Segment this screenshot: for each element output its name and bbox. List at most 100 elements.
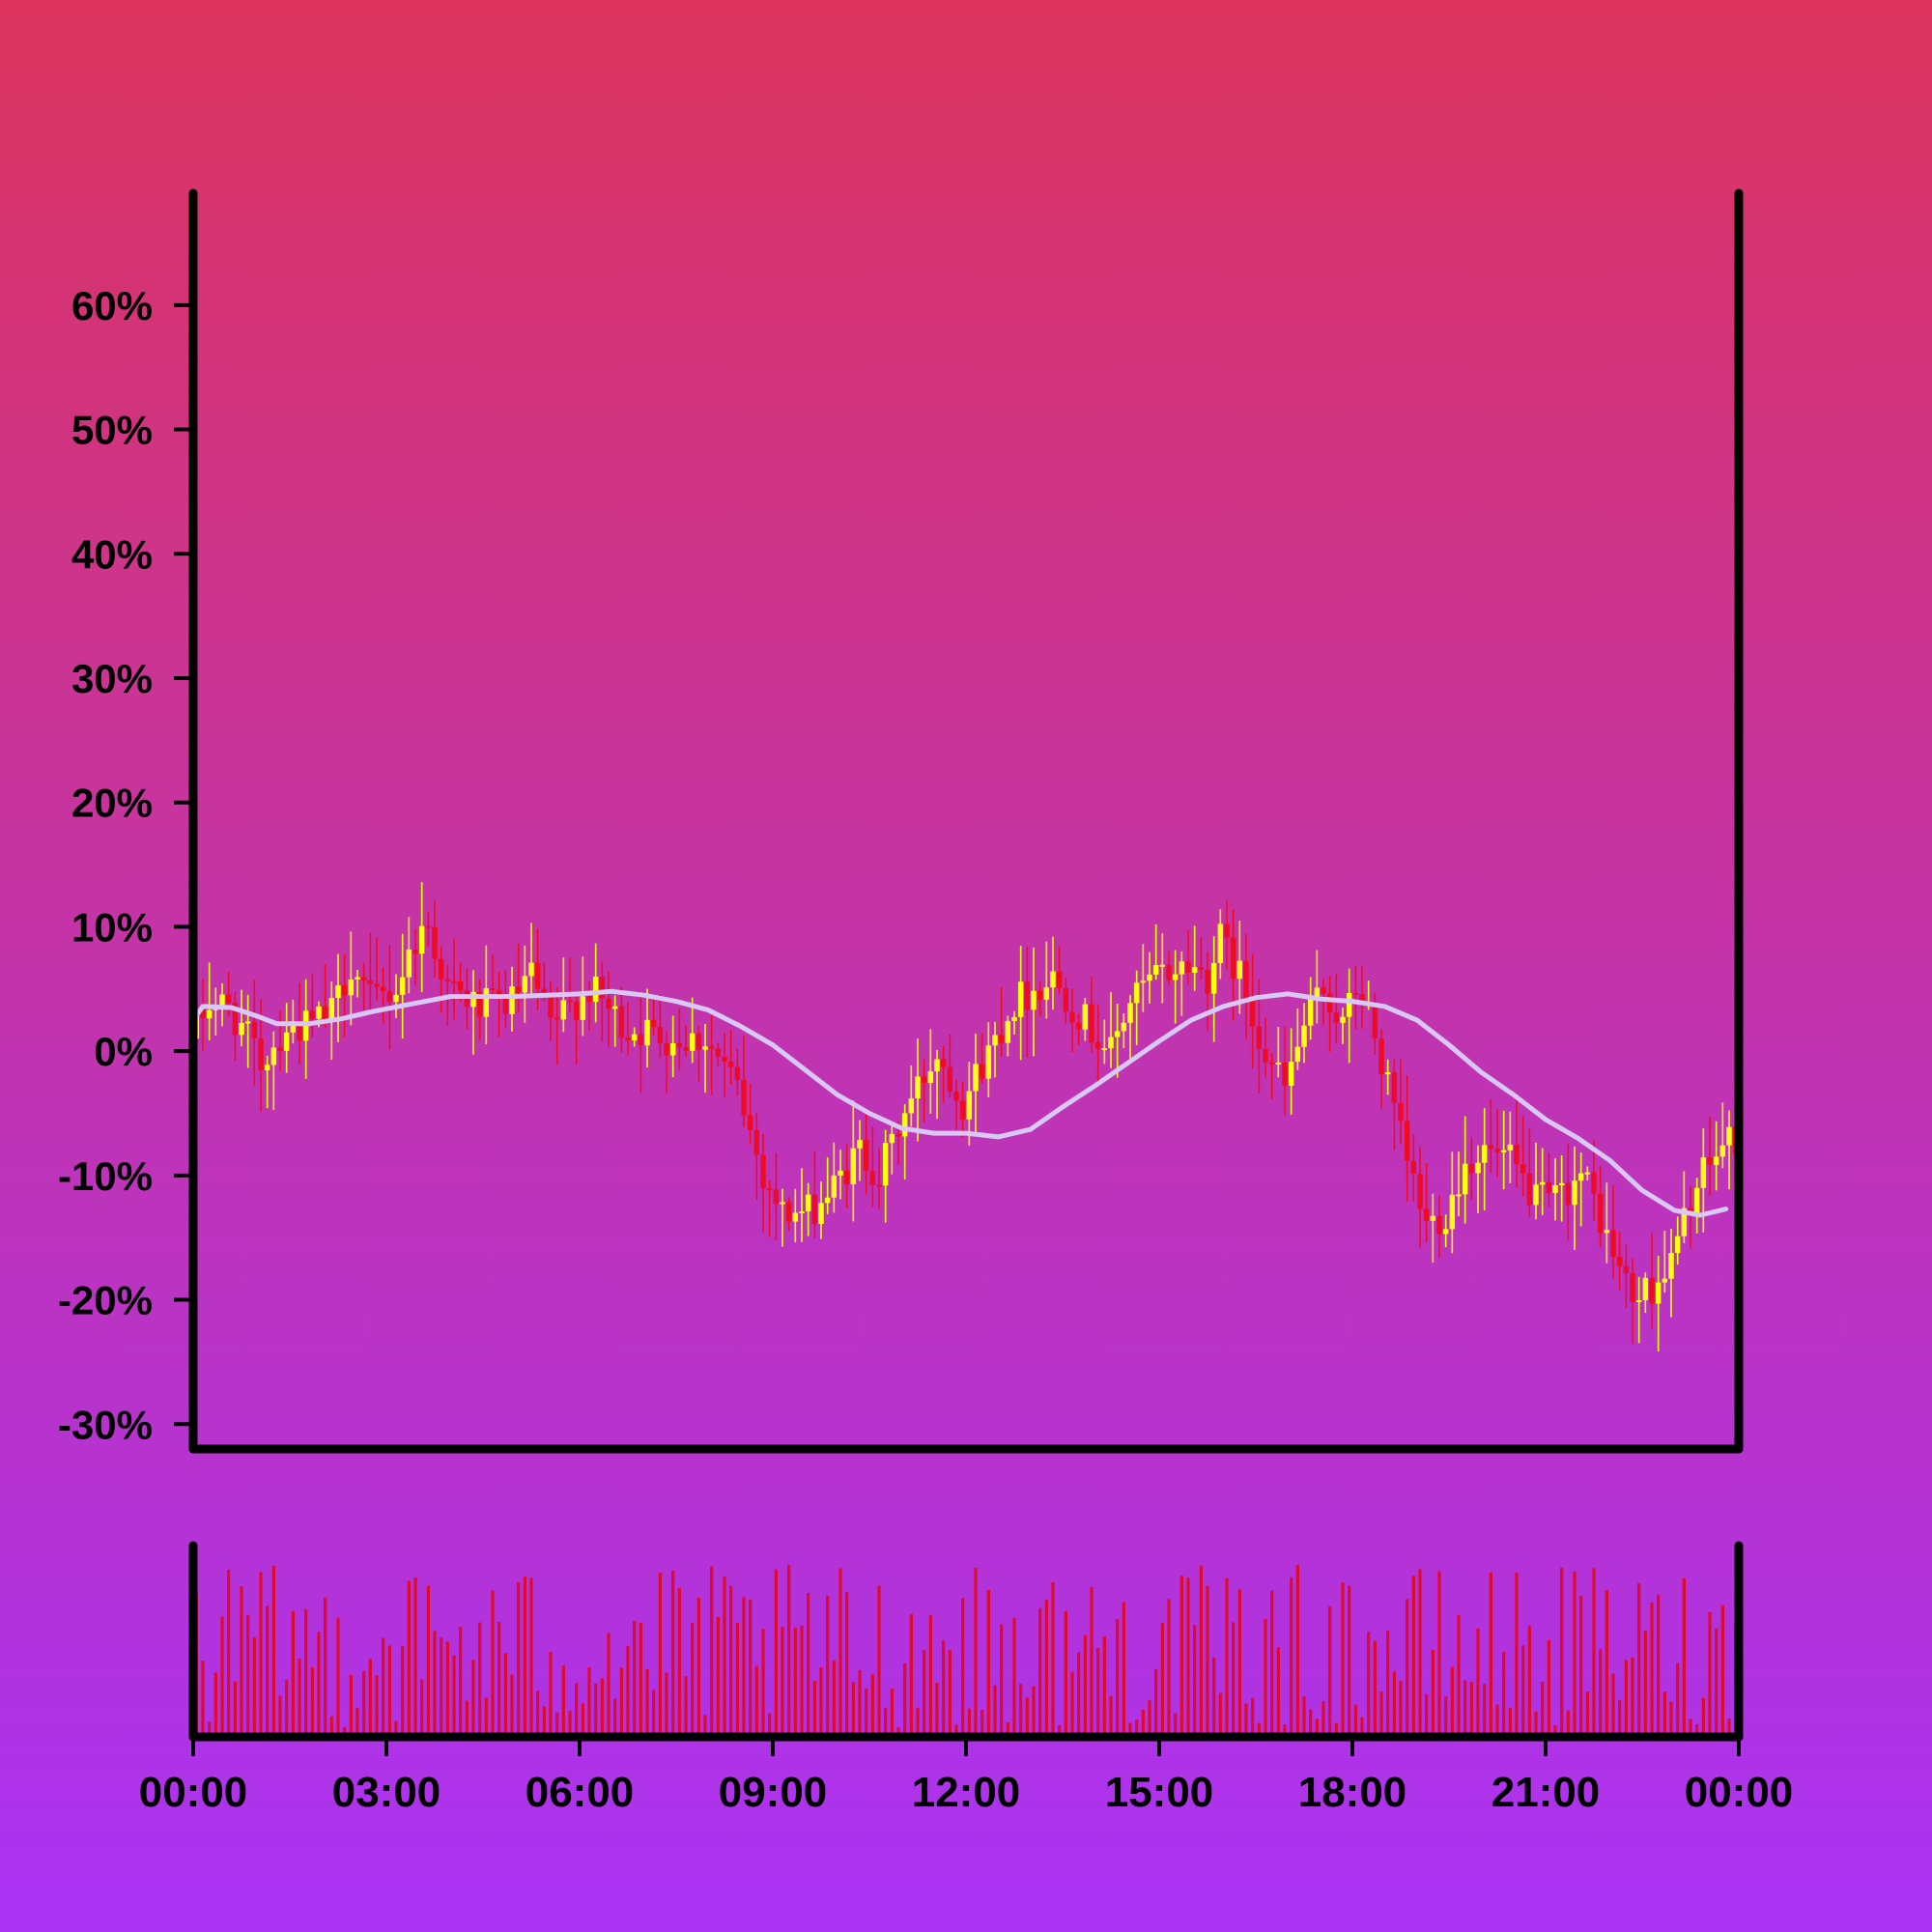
candle	[727, 1030, 734, 1085]
candle	[1108, 991, 1114, 1068]
candle	[277, 1009, 283, 1072]
candle	[1539, 1148, 1546, 1215]
candle-body	[1616, 1257, 1623, 1266]
candle	[799, 1168, 805, 1242]
candle-body	[1210, 962, 1217, 994]
volume-bar	[909, 1613, 913, 1737]
candle	[1236, 921, 1243, 1014]
candle	[1681, 1171, 1688, 1243]
candle	[432, 899, 438, 978]
candle-body	[979, 1064, 985, 1079]
candle-body	[1514, 1144, 1520, 1165]
volume-bar	[336, 1617, 340, 1737]
candle-body	[1597, 1193, 1604, 1234]
volume-bar	[1579, 1595, 1583, 1737]
candle	[1597, 1165, 1604, 1248]
volume-bar	[684, 1676, 688, 1737]
volume-bar	[413, 1577, 417, 1737]
candle-body	[476, 991, 483, 1017]
candle-body	[780, 1202, 785, 1205]
volume-bar	[1044, 1600, 1048, 1737]
volume-bar	[1566, 1710, 1570, 1737]
volume-bar	[1141, 1710, 1145, 1737]
volume-bar	[1515, 1573, 1519, 1737]
candle-body	[1378, 1038, 1384, 1075]
candle	[1577, 1152, 1584, 1227]
candle-body	[386, 991, 393, 1003]
candle	[1558, 1155, 1565, 1222]
candle-body	[895, 1133, 901, 1137]
candle	[1655, 1255, 1662, 1352]
volume-bar	[317, 1632, 321, 1737]
volume-bar	[491, 1590, 495, 1737]
candle	[625, 1002, 631, 1056]
volume-bar	[1431, 1649, 1435, 1737]
volume-bar	[607, 1633, 611, 1737]
volume-bar	[298, 1658, 301, 1737]
volume-bar	[793, 1627, 797, 1737]
candle	[567, 957, 573, 1013]
candle	[1584, 1166, 1591, 1180]
candle	[973, 1034, 979, 1137]
candle	[1726, 1110, 1732, 1190]
candle-body	[548, 993, 554, 1018]
volume-bar	[1425, 1693, 1429, 1737]
candle	[1179, 952, 1185, 1016]
candle-body	[985, 1045, 992, 1079]
candle	[1346, 968, 1352, 1064]
volume-bar	[1264, 1619, 1267, 1737]
candle-body	[921, 1076, 927, 1083]
candle-body	[1172, 974, 1179, 980]
volume-bar	[1283, 1724, 1287, 1737]
volume-bar	[1489, 1573, 1492, 1737]
candle	[1436, 1195, 1442, 1259]
candle-body	[219, 994, 225, 1007]
x-axis-ticks: 00:00 03:00 06:00 09:00 12:00 15:00 18:00 21:00…	[139, 1737, 1793, 1816]
volume-bar	[993, 1685, 997, 1737]
candle-body	[1326, 993, 1333, 1013]
candle	[599, 961, 606, 1042]
volume-bar	[1199, 1565, 1203, 1737]
volume-bar	[645, 1668, 649, 1737]
volume-bar	[942, 1640, 946, 1737]
candle	[341, 954, 348, 1037]
volume-bar	[382, 1637, 385, 1737]
axes	[188, 188, 1744, 1742]
volume-bar	[1128, 1722, 1132, 1737]
volume-bar	[600, 1678, 604, 1737]
candle-body	[348, 979, 355, 996]
candle	[1282, 1026, 1288, 1116]
candle	[1011, 1010, 1017, 1035]
candle-body	[1520, 1164, 1526, 1174]
candle-body	[502, 996, 509, 1014]
candle	[947, 1034, 953, 1098]
y-tick-label: -10%	[58, 1153, 153, 1199]
candle	[1423, 1162, 1430, 1242]
candle-body	[425, 925, 432, 928]
candle	[1147, 952, 1152, 1004]
candle-body	[283, 1032, 290, 1051]
candle	[244, 994, 251, 1068]
candle	[264, 1055, 270, 1109]
candle-body	[1488, 1145, 1494, 1150]
candle	[1514, 1097, 1520, 1187]
candle-body	[1610, 1230, 1616, 1258]
volume-bar	[1599, 1649, 1603, 1737]
candle	[1494, 1108, 1500, 1178]
candle-body	[734, 1066, 741, 1080]
volume-bar	[1682, 1577, 1686, 1737]
candle-body	[631, 1034, 638, 1041]
candle	[773, 1152, 780, 1240]
candle	[927, 1029, 934, 1114]
candle-body	[1005, 1020, 1011, 1043]
volume-bar	[761, 1629, 765, 1737]
candle	[689, 997, 696, 1064]
y-tick-label: 30%	[71, 656, 153, 701]
volume-bar	[1643, 1631, 1647, 1737]
candle-body	[1037, 990, 1043, 1000]
candle	[696, 1026, 702, 1082]
candle	[1707, 1117, 1713, 1196]
candle-body	[567, 1000, 573, 1003]
candle-body	[1726, 1126, 1732, 1146]
candle	[528, 923, 534, 998]
